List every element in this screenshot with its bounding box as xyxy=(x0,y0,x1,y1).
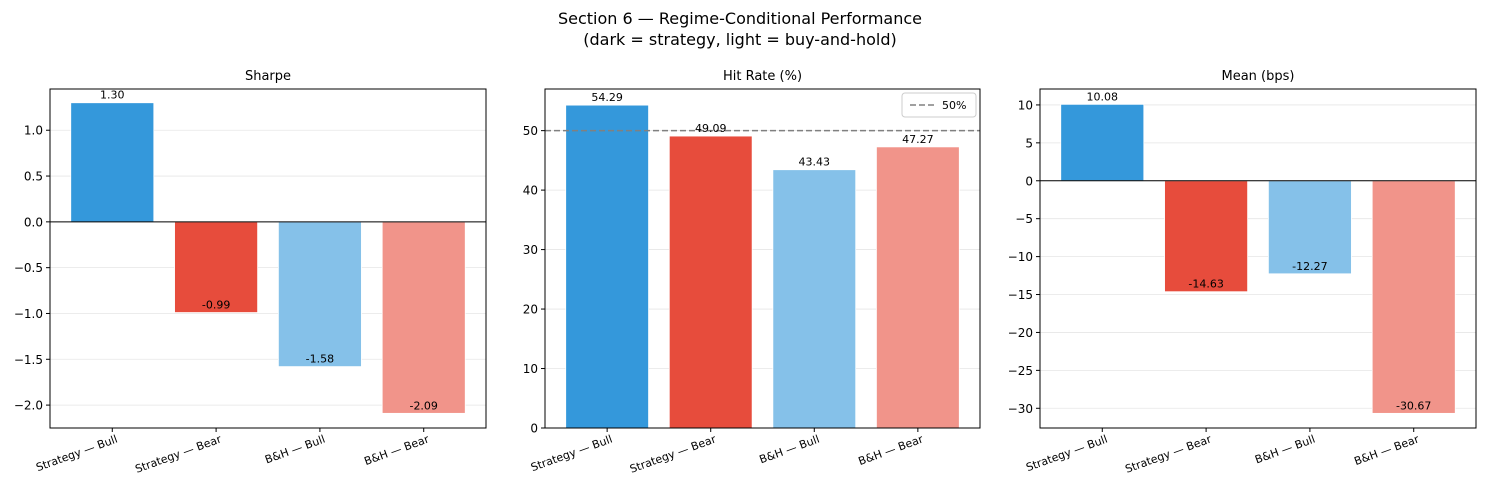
bar-bandh-bull xyxy=(772,169,857,429)
panel-title: Mean (bps) xyxy=(1222,69,1295,84)
x-tick-label: Strategy — Bear xyxy=(1123,432,1213,475)
mean-bps-panel: 10.08 -14.63 -12.27 -30.67 −30 −25 −20 −15 −10 −5… xyxy=(1008,69,1477,476)
bar-bandh-bear xyxy=(1371,180,1456,414)
x-tick-label: B&H — Bull xyxy=(263,433,327,467)
figure-subtitle: (dark = strategy, light = buy-and-hold) xyxy=(583,30,896,49)
legend-label: 50% xyxy=(942,99,966,112)
y-tick-label: 10 xyxy=(523,362,538,376)
value-label: -0.99 xyxy=(202,299,230,312)
y-tick-label: 20 xyxy=(523,303,538,317)
axes-frame xyxy=(544,88,981,429)
y-tick-label: 0.0 xyxy=(24,215,43,229)
value-label: -30.67 xyxy=(1396,399,1431,412)
x-tick-label: B&H — Bull xyxy=(758,433,822,467)
y-tick-label: −25 xyxy=(1008,364,1033,378)
y-tick-label: 0.5 xyxy=(24,170,43,184)
y-tick-label: −2.0 xyxy=(14,399,43,413)
bar-bandh-bull xyxy=(277,221,362,368)
bar-strategy-bear xyxy=(174,221,259,313)
bar-strategy-bull xyxy=(70,102,155,223)
y-tick-label: 30 xyxy=(523,243,538,257)
x-tick-label: B&H — Bear xyxy=(362,432,431,468)
x-tick-label: B&H — Bear xyxy=(857,432,926,468)
bar-bandh-bear xyxy=(381,221,466,414)
x-tick-label: Strategy — Bear xyxy=(133,432,223,475)
bar-strategy-bull xyxy=(565,104,649,429)
x-tick-label: Strategy — Bear xyxy=(628,432,718,475)
sharpe-panel: 1.30 -0.99 -1.58 -2.09 −2.0 −1.5 −1.0 −0.5 0.0 0.… xyxy=(14,69,487,476)
x-tick-label: Strategy — Bull xyxy=(529,433,614,475)
axes-frame xyxy=(49,88,487,429)
y-tick-label: 5 xyxy=(1025,136,1033,150)
value-label: 54.29 xyxy=(591,91,623,104)
hit-rate-panel: 50% 54.29 49.09 43.43 47.27 0 10 20 30 40 50 Strate… xyxy=(523,69,981,476)
value-label: -1.58 xyxy=(306,353,334,366)
value-label: -12.27 xyxy=(1292,260,1327,273)
y-tick-label: 0 xyxy=(1025,174,1033,188)
legend: 50% xyxy=(901,92,977,118)
bar-bandh-bear xyxy=(876,146,960,429)
legend-box xyxy=(901,92,977,118)
x-tick-label: B&H — Bull xyxy=(1253,433,1317,467)
x-tick-label: B&H — Bear xyxy=(1352,432,1421,468)
y-tick-label: −15 xyxy=(1008,288,1033,302)
value-label: -14.63 xyxy=(1188,278,1223,291)
y-tick-label: −10 xyxy=(1008,250,1033,264)
figure-title: Section 6 — Regime-Conditional Performan… xyxy=(558,9,922,28)
axes-frame xyxy=(1039,88,1477,429)
bar-strategy-bull xyxy=(1060,103,1145,182)
value-label: -2.09 xyxy=(409,399,437,412)
y-tick-label: 0 xyxy=(530,422,538,436)
y-tick-label: −1.5 xyxy=(14,353,43,367)
bar-bandh-bull xyxy=(1267,180,1352,275)
y-tick-label: 10 xyxy=(1018,98,1033,112)
y-tick-label: 40 xyxy=(523,184,538,198)
value-label: 10.08 xyxy=(1087,90,1119,103)
x-tick-label: Strategy — Bull xyxy=(34,433,119,475)
y-tick-label: 50 xyxy=(523,124,538,138)
y-tick-label: −1.0 xyxy=(14,307,43,321)
value-label: 49.09 xyxy=(695,122,727,135)
y-tick-label: 1.0 xyxy=(24,124,43,138)
value-label: 43.43 xyxy=(799,156,831,169)
y-tick-label: −5 xyxy=(1015,212,1033,226)
bar-strategy-bear xyxy=(1164,180,1249,293)
value-label: 47.27 xyxy=(902,133,934,146)
y-tick-label: −20 xyxy=(1008,326,1033,340)
panel-title: Sharpe xyxy=(245,69,291,84)
y-tick-label: −0.5 xyxy=(14,261,43,275)
y-tick-label: −30 xyxy=(1008,402,1033,416)
x-tick-label: Strategy — Bull xyxy=(1024,433,1109,475)
bar-strategy-bear xyxy=(668,135,753,429)
panel-title: Hit Rate (%) xyxy=(723,69,802,84)
value-label: 1.30 xyxy=(100,89,125,102)
